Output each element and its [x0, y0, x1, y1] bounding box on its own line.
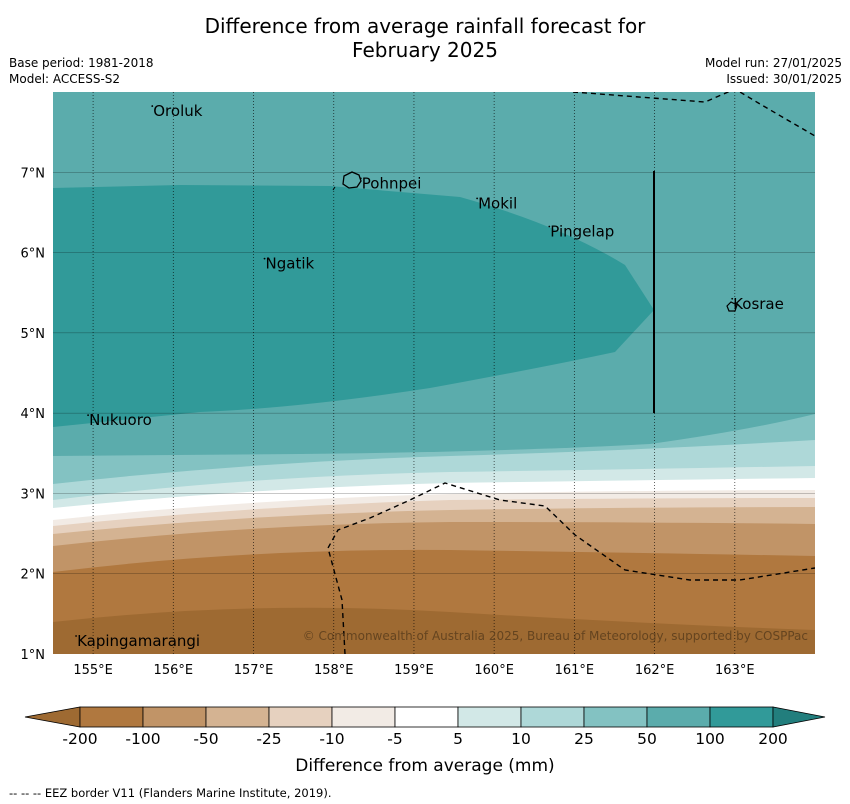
lat-tick-label: 7°N [21, 166, 46, 181]
place-label-kosrae: Kosrae [733, 295, 784, 313]
island-marker [476, 197, 479, 200]
place-label-ngatik: Ngatik [266, 255, 315, 273]
copyright-notice: © Commonwealth of Australia 2025, Bureau… [303, 629, 808, 643]
colorbar-label: -5 [387, 730, 403, 748]
lat-tick-label: 5°N [21, 327, 46, 342]
colorbar-bin [709, 706, 774, 728]
lon-tick-label: 162°E [635, 663, 675, 678]
colorbar-label: -100 [125, 730, 161, 748]
colorbar-bin [646, 706, 711, 728]
colorbar-bin [268, 706, 333, 728]
base-period: Base period: 1981-2018 [9, 56, 154, 70]
place-label-pohnpei: Pohnpei [362, 174, 422, 192]
colorbar-extend-low [24, 706, 81, 728]
island-marker [548, 225, 551, 228]
kosrae-island-shape [726, 301, 738, 312]
lat-tick-label: 3°N [21, 487, 46, 502]
lon-tick-label: 155°E [73, 663, 113, 678]
colorbar-title: Difference from average (mm) [295, 756, 555, 776]
rainfall-map: Oroluk Pohnpei Mokil Pingelap Ngatik Kosrae Nu… [21, 92, 815, 678]
lat-tick-label: 2°N [21, 568, 46, 583]
lon-tick-label: 160°E [474, 663, 514, 678]
lat-tick-label: 4°N [21, 407, 46, 422]
colorbar-bin [394, 706, 459, 728]
colorbar-bin [205, 706, 270, 728]
island-marker [151, 105, 154, 107]
eez-border [327, 92, 815, 654]
colorbar-label: 10 [511, 730, 531, 748]
colorbar-bin [457, 706, 522, 728]
colorbar [24, 706, 826, 728]
issued-date: Issued: 30/01/2025 [726, 72, 842, 86]
colorbar-label: -200 [62, 730, 98, 748]
chart-title-line1: Difference from average rainfall forecas… [204, 14, 646, 38]
colorbar-label: 25 [574, 730, 594, 748]
colorbar-bin [331, 706, 396, 728]
island-marker [359, 177, 362, 180]
island-marker [263, 257, 266, 260]
colorbar-label: 200 [758, 730, 788, 748]
chart-title-line2: February 2025 [352, 38, 498, 62]
place-labels: Oroluk Pohnpei Mokil Pingelap Ngatik Kosrae Nu… [75, 102, 784, 650]
lat-tick-label: 6°N [21, 247, 46, 262]
colorbar-label: 100 [695, 730, 725, 748]
graticule [53, 92, 815, 654]
lon-tick-label: 161°E [555, 663, 595, 678]
colorbar-label: 5 [453, 730, 463, 748]
colorbar-bin [142, 706, 207, 728]
colorbar-bin [520, 706, 585, 728]
colorbar-label: 50 [637, 730, 657, 748]
eez-footer-note: -- -- -- EEZ border V11 (Flanders Marine… [9, 786, 332, 800]
lat-tick-label: 1°N [21, 648, 46, 663]
lon-tick-label: 156°E [154, 663, 194, 678]
model-run: Model run: 27/01/2025 [704, 56, 842, 70]
island-marker [75, 635, 77, 637]
colorbar-label: -50 [193, 730, 219, 748]
place-label-oroluk: Oroluk [153, 102, 202, 120]
colorbar-bin [583, 706, 648, 728]
island-marker [87, 414, 89, 417]
lon-tick-label: 159°E [394, 663, 434, 678]
place-label-kapingamarangi: Kapingamarangi [77, 632, 200, 650]
place-label-pingelap: Pingelap [550, 223, 614, 241]
colorbar-label: -25 [256, 730, 282, 748]
lon-tick-label: 157°E [234, 663, 274, 678]
lon-tick-label: 158°E [314, 663, 354, 678]
lon-tick-label: 163°E [715, 663, 755, 678]
model-name: Model: ACCESS-S2 [9, 72, 121, 86]
place-label-mokil: Mokil [478, 194, 517, 212]
contour-fill [53, 92, 815, 654]
axis-ticks: 155°E 156°E 157°E 158°E 159°E 160°E 161°E 162°E… [21, 166, 755, 678]
island-marker [731, 297, 734, 300]
atoll-mark [332, 186, 336, 191]
pohnpei-island-shape [342, 171, 362, 189]
place-label-nukuoro: Nukuoro [89, 411, 152, 429]
colorbar-label: -10 [319, 730, 345, 748]
colorbar-extend-high [772, 706, 826, 728]
colorbar-bin [79, 706, 144, 728]
